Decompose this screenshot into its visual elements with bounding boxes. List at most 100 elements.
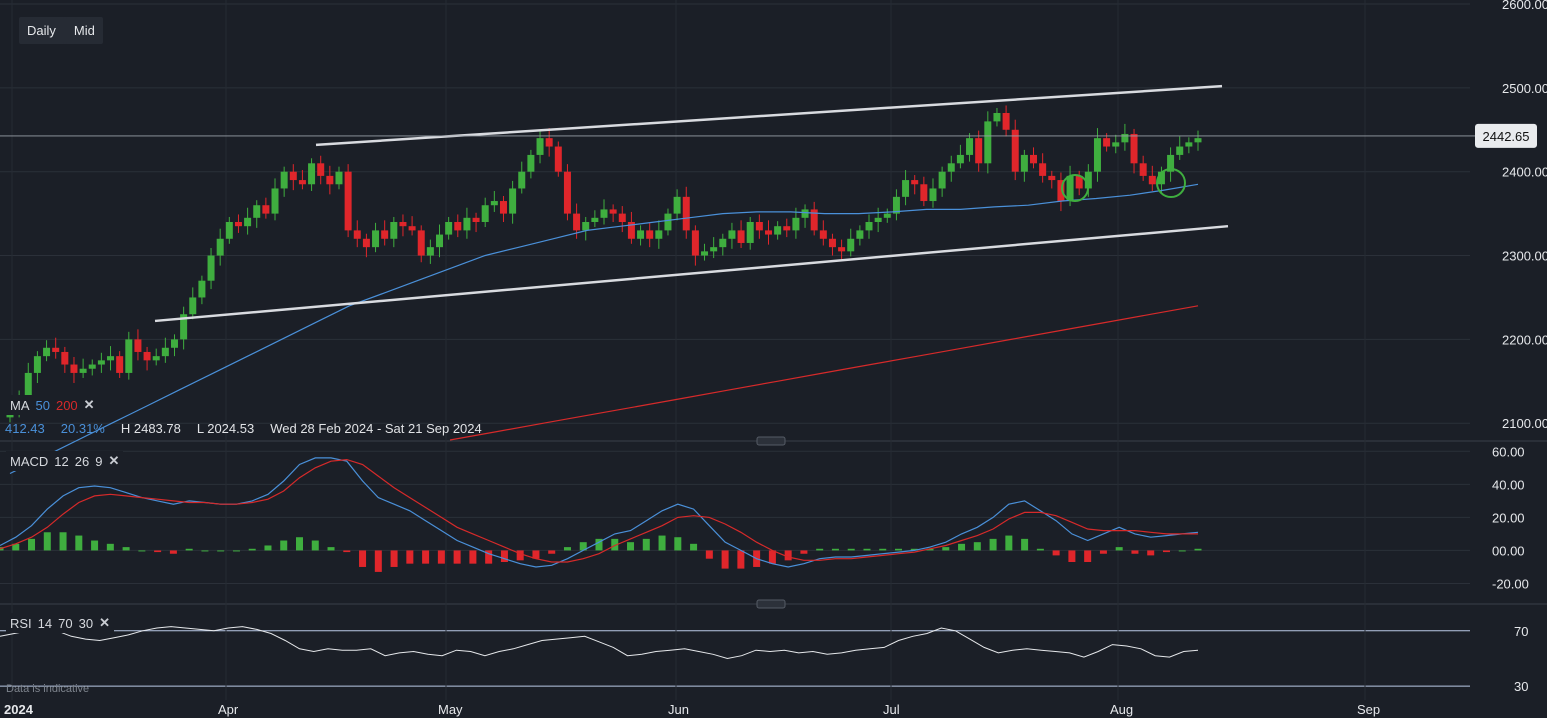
candle-body[interactable] <box>280 171 288 189</box>
candle-body[interactable] <box>1157 171 1165 185</box>
candle-body[interactable] <box>362 238 370 248</box>
candle-body[interactable] <box>509 188 517 214</box>
candle-body[interactable] <box>1048 175 1056 181</box>
candle-body[interactable] <box>1030 154 1038 164</box>
candle-body[interactable] <box>1167 154 1175 172</box>
candle-body[interactable] <box>198 280 206 298</box>
candle-body[interactable] <box>792 217 800 231</box>
candle-body[interactable] <box>984 121 992 164</box>
candle-body[interactable] <box>527 154 535 172</box>
candle-body[interactable] <box>975 138 983 164</box>
candle-body[interactable] <box>1176 146 1184 155</box>
candle-body[interactable] <box>591 217 599 222</box>
candle-body[interactable] <box>929 188 937 202</box>
candle-body[interactable] <box>317 163 325 176</box>
candle-body[interactable] <box>481 205 489 222</box>
candle-body[interactable] <box>408 226 416 231</box>
candle-body[interactable] <box>1093 138 1101 172</box>
candle-body[interactable] <box>874 217 882 222</box>
candle-body[interactable] <box>390 222 398 239</box>
candle-body[interactable] <box>33 356 41 373</box>
candle-body[interactable] <box>79 368 87 373</box>
interval-daily-button[interactable]: Daily <box>19 17 64 44</box>
candle-body[interactable] <box>189 297 197 315</box>
candle-body[interactable] <box>911 180 919 185</box>
candle-body[interactable] <box>225 222 233 239</box>
candle-body[interactable] <box>847 238 855 252</box>
candle-body[interactable] <box>353 230 361 239</box>
candle-body[interactable] <box>573 213 581 231</box>
candle-body[interactable] <box>454 222 462 231</box>
candle-body[interactable] <box>234 222 242 227</box>
candle-body[interactable] <box>207 255 215 281</box>
candle-body[interactable] <box>436 234 444 248</box>
candle-body[interactable] <box>326 175 334 185</box>
candle-body[interactable] <box>1075 175 1083 189</box>
candle-body[interactable] <box>892 196 900 214</box>
candle-body[interactable] <box>755 222 763 231</box>
candle-body[interactable] <box>372 230 380 248</box>
candle-body[interactable] <box>1139 163 1147 176</box>
macd-close-icon[interactable]: ✕ <box>108 453 120 468</box>
candle-body[interactable] <box>262 205 270 214</box>
candle-body[interactable] <box>1084 171 1092 189</box>
candle-body[interactable] <box>618 213 626 222</box>
candle-body[interactable] <box>554 146 562 172</box>
candle-body[interactable] <box>253 205 261 218</box>
candle-body[interactable] <box>499 201 507 214</box>
candle-body[interactable] <box>966 138 974 155</box>
candle-body[interactable] <box>637 230 645 239</box>
price-type-mid-button[interactable]: Mid <box>65 17 103 44</box>
candle-body[interactable] <box>664 213 672 231</box>
candle-body[interactable] <box>883 213 891 218</box>
candle-body[interactable] <box>152 356 160 361</box>
candle-body[interactable] <box>947 163 955 172</box>
candle-body[interactable] <box>88 364 96 369</box>
panel-resize-handle[interactable] <box>756 436 786 446</box>
candle-body[interactable] <box>783 226 791 231</box>
ma-close-icon[interactable]: ✕ <box>83 397 95 412</box>
candle-body[interactable] <box>1057 180 1065 202</box>
candle-body[interactable] <box>97 360 105 365</box>
candle-body[interactable] <box>289 171 297 181</box>
candle-body[interactable] <box>609 209 617 214</box>
candle-body[interactable] <box>445 222 453 235</box>
candle-body[interactable] <box>335 171 343 185</box>
candle-body[interactable] <box>938 171 946 189</box>
candle-body[interactable] <box>801 209 809 218</box>
candle-body[interactable] <box>838 247 846 252</box>
candle-body[interactable] <box>1185 142 1193 147</box>
candle-body[interactable] <box>810 209 818 231</box>
candle-body[interactable] <box>216 238 224 256</box>
candle-body[interactable] <box>344 171 352 231</box>
candle-body[interactable] <box>600 209 608 218</box>
candle-body[interactable] <box>298 180 306 185</box>
candle-body[interactable] <box>920 184 928 202</box>
rsi-close-icon[interactable]: ✕ <box>99 615 110 630</box>
candle-body[interactable] <box>746 222 754 243</box>
candle-body[interactable] <box>993 113 1001 122</box>
candle-body[interactable] <box>52 347 60 352</box>
candle-body[interactable] <box>70 364 78 373</box>
candle-body[interactable] <box>819 230 827 239</box>
candle-body[interactable] <box>244 217 252 227</box>
candle-body[interactable] <box>125 339 133 373</box>
candle-body[interactable] <box>764 230 772 235</box>
candle-body[interactable] <box>627 222 635 239</box>
candle-body[interactable] <box>545 138 553 147</box>
candle-body[interactable] <box>737 230 745 243</box>
candle-body[interactable] <box>902 180 910 197</box>
candle-body[interactable] <box>24 372 32 399</box>
candle-body[interactable] <box>271 188 279 214</box>
candle-body[interactable] <box>308 163 316 185</box>
candle-body[interactable] <box>417 230 425 256</box>
candle-body[interactable] <box>774 226 782 235</box>
candle-body[interactable] <box>691 230 699 256</box>
candle-body[interactable] <box>1121 133 1129 143</box>
candle-body[interactable] <box>856 230 864 239</box>
candle-body[interactable] <box>134 339 142 352</box>
candle-body[interactable] <box>536 138 544 155</box>
candle-body[interactable] <box>1148 175 1156 185</box>
candle-body[interactable] <box>463 217 471 231</box>
